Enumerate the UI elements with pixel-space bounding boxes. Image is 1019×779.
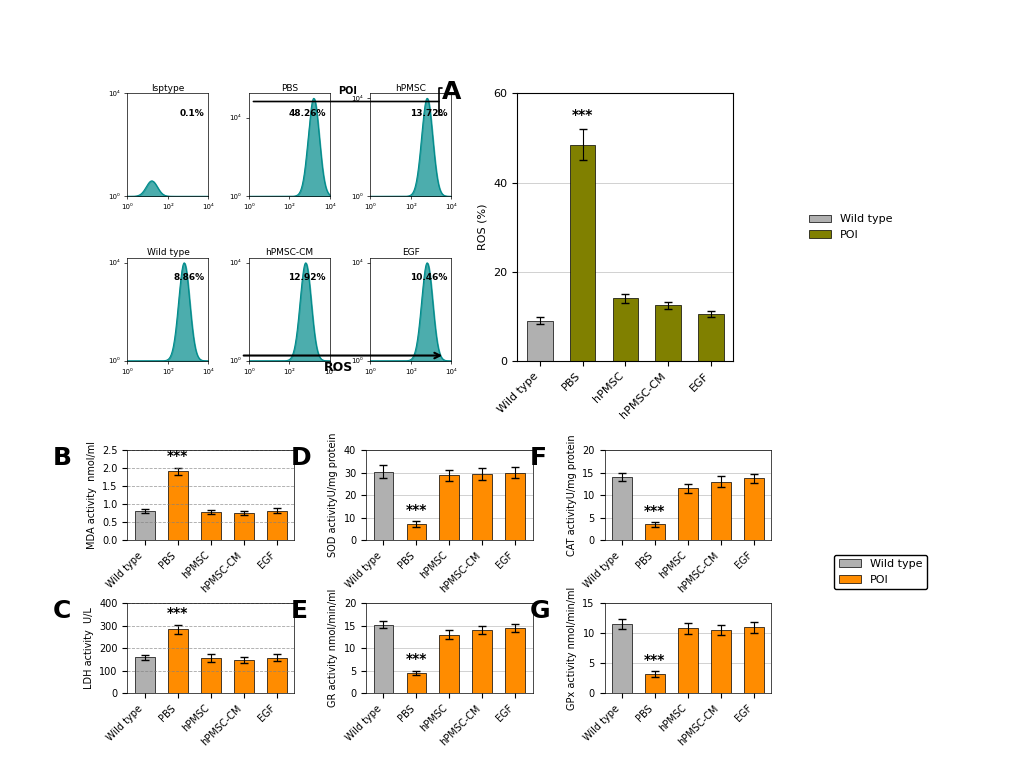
Text: ***: *** (167, 449, 189, 463)
Bar (233, 513, 254, 541)
Bar (439, 475, 459, 541)
Bar (743, 627, 763, 693)
Text: 0.1%: 0.1% (179, 109, 204, 118)
Text: ***: *** (406, 652, 427, 666)
Bar (504, 628, 525, 693)
Title: PBS: PBS (280, 83, 298, 93)
Text: POI: POI (338, 86, 357, 96)
Text: A: A (441, 80, 461, 104)
Bar (233, 660, 254, 693)
Bar (407, 524, 426, 541)
Text: ***: *** (406, 502, 427, 516)
Title: hPMSC: hPMSC (395, 83, 426, 93)
Text: ***: *** (167, 606, 189, 620)
Bar (612, 298, 638, 361)
Bar (373, 471, 393, 541)
Legend: Wild type, POI: Wild type, POI (834, 555, 926, 589)
Title: Isptype: Isptype (151, 83, 184, 93)
Bar (267, 657, 286, 693)
Bar (201, 512, 220, 541)
Y-axis label: GPx activity nmol/min/ml: GPx activity nmol/min/ml (567, 587, 577, 710)
Text: 10.46%: 10.46% (410, 273, 447, 283)
Y-axis label: GR activity nmol/min/ml: GR activity nmol/min/ml (328, 589, 338, 707)
Y-axis label: CAT activityU/mg protein: CAT activityU/mg protein (567, 435, 577, 556)
Text: F: F (529, 446, 546, 470)
Bar (644, 674, 664, 693)
Title: hPMSC-CM: hPMSC-CM (265, 249, 313, 257)
Bar (570, 145, 595, 361)
Bar (168, 471, 187, 541)
Text: ***: *** (644, 504, 665, 518)
Text: C: C (52, 599, 70, 622)
Text: 8.86%: 8.86% (173, 273, 204, 283)
Text: ROS: ROS (323, 361, 353, 374)
Bar (201, 658, 220, 693)
Y-axis label: ROS (%): ROS (%) (478, 204, 487, 250)
Bar (654, 305, 680, 361)
Bar (472, 630, 491, 693)
Bar (267, 511, 286, 541)
Text: D: D (290, 446, 312, 470)
Text: G: G (529, 599, 549, 622)
Bar (743, 478, 763, 541)
Text: E: E (290, 599, 308, 622)
Bar (611, 478, 631, 541)
Bar (710, 630, 730, 693)
Bar (678, 488, 697, 541)
Bar (407, 673, 426, 693)
Y-axis label: MDA activity  nmol/ml: MDA activity nmol/ml (87, 441, 97, 549)
Bar (697, 314, 722, 361)
Bar (135, 657, 155, 693)
Legend: Wild type, POI: Wild type, POI (804, 210, 897, 245)
Text: ***: *** (644, 653, 665, 667)
Bar (504, 473, 525, 541)
Bar (710, 481, 730, 541)
Bar (472, 474, 491, 541)
Bar (373, 625, 393, 693)
Bar (135, 511, 155, 541)
Bar (527, 321, 552, 361)
Y-axis label: SOD activityU/mg protein: SOD activityU/mg protein (328, 433, 338, 558)
Text: ***: *** (572, 108, 593, 122)
Bar (168, 629, 187, 693)
Text: 48.26%: 48.26% (288, 109, 326, 118)
Text: B: B (52, 446, 71, 470)
Bar (439, 635, 459, 693)
Bar (644, 524, 664, 541)
Title: EGF: EGF (401, 249, 420, 257)
Y-axis label: LDH activity  U/L: LDH activity U/L (84, 608, 94, 689)
Title: Wild type: Wild type (147, 249, 190, 257)
Bar (611, 624, 631, 693)
Bar (678, 629, 697, 693)
Text: 13.72%: 13.72% (410, 109, 447, 118)
Text: 12.92%: 12.92% (288, 273, 326, 283)
